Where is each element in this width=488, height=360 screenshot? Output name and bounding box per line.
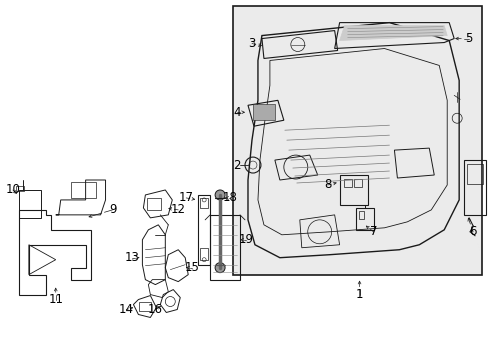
Bar <box>358 211 363 219</box>
Bar <box>210 215 240 280</box>
Text: 8: 8 <box>324 179 331 192</box>
Text: 6: 6 <box>468 225 476 238</box>
Text: 9: 9 <box>108 203 116 216</box>
Text: 16: 16 <box>147 303 163 316</box>
Bar <box>147 198 161 210</box>
Bar <box>252 104 274 120</box>
Bar <box>353 179 361 187</box>
Text: 3: 3 <box>248 37 255 50</box>
Text: 1: 1 <box>355 288 363 301</box>
Bar <box>463 160 485 215</box>
Bar <box>19 190 41 218</box>
Bar <box>198 195 210 265</box>
Bar <box>200 248 208 260</box>
Text: 14: 14 <box>119 303 134 316</box>
Bar <box>139 302 151 311</box>
Text: 2: 2 <box>233 158 240 172</box>
Text: 5: 5 <box>465 32 472 45</box>
Text: 4: 4 <box>233 106 240 119</box>
Text: 18: 18 <box>222 192 237 204</box>
Bar <box>355 208 373 230</box>
Text: 19: 19 <box>238 233 253 246</box>
Bar <box>339 175 367 205</box>
Circle shape <box>215 263 224 273</box>
Text: 12: 12 <box>170 203 185 216</box>
Bar <box>343 179 351 187</box>
Text: 15: 15 <box>184 261 199 274</box>
Text: 7: 7 <box>369 225 376 238</box>
Bar <box>466 164 482 184</box>
Circle shape <box>215 190 224 200</box>
Bar <box>233 6 481 275</box>
Bar <box>71 182 95 198</box>
Bar <box>200 198 208 208</box>
Bar <box>16 186 24 191</box>
Text: 13: 13 <box>125 251 140 264</box>
Text: 17: 17 <box>178 192 193 204</box>
Text: 10: 10 <box>5 184 20 197</box>
Text: 11: 11 <box>48 293 63 306</box>
Polygon shape <box>339 26 447 41</box>
